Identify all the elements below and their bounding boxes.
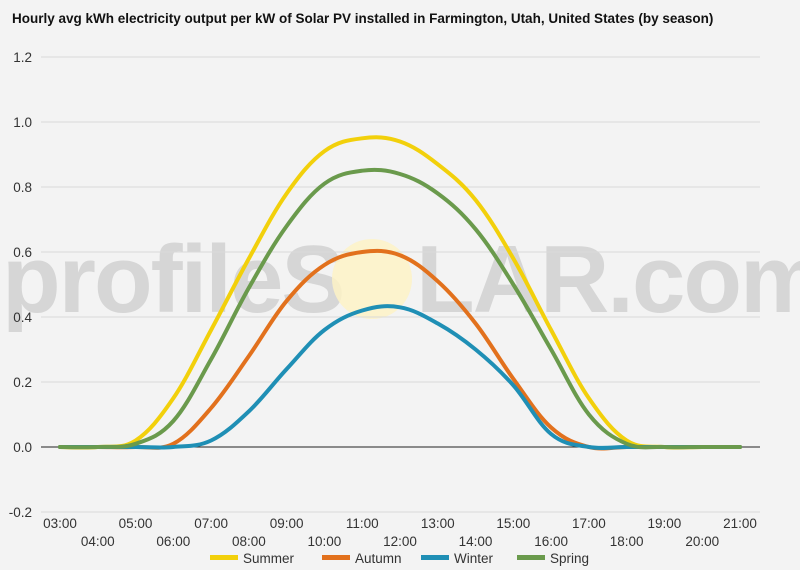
y-tick-label: 1.0 — [13, 115, 32, 130]
x-tick-label: 06:00 — [156, 534, 190, 549]
legend-swatch-winter — [421, 555, 449, 560]
series-line-spring — [58, 167, 742, 450]
x-tick-label: 09:00 — [270, 516, 304, 531]
x-tick-label: 04:00 — [81, 534, 115, 549]
x-tick-label: 19:00 — [648, 516, 682, 531]
x-tick-label: 03:00 — [43, 516, 77, 531]
y-tick-label: 0.8 — [13, 180, 32, 195]
y-tick-label: 0.2 — [13, 375, 32, 390]
y-axis-ticks: -0.2 0.0 0.2 0.4 0.6 0.8 1.0 1.2 — [9, 50, 33, 520]
watermark-right-text: LAR.com — [416, 226, 800, 333]
x-tick-label: 17:00 — [572, 516, 606, 531]
x-tick-label: 18:00 — [610, 534, 644, 549]
legend-label-winter: Winter — [454, 551, 494, 566]
watermark: profileS LAR.com — [2, 226, 800, 333]
legend-label-autumn: Autumn — [355, 551, 402, 566]
y-tick-label: 0.0 — [13, 440, 32, 455]
legend-swatch-summer — [210, 555, 238, 560]
watermark-sun-icon — [332, 239, 412, 319]
legend-label-summer: Summer — [243, 551, 295, 566]
y-tick-label: 0.4 — [13, 310, 32, 325]
legend: Summer Autumn Winter Spring — [210, 551, 589, 566]
legend-label-spring: Spring — [550, 551, 589, 566]
x-tick-label: 13:00 — [421, 516, 455, 531]
x-tick-label: 21:00 — [723, 516, 757, 531]
y-tick-label: 0.6 — [13, 245, 32, 260]
series-lines — [58, 135, 742, 451]
y-tick-label: -0.2 — [9, 505, 32, 520]
x-tick-label: 07:00 — [194, 516, 228, 531]
watermark-left-text: profileS — [2, 226, 343, 333]
y-tick-label: 1.2 — [13, 50, 32, 65]
x-tick-label: 15:00 — [496, 516, 530, 531]
series-line-summer — [58, 135, 742, 450]
x-tick-label: 05:00 — [119, 516, 153, 531]
x-tick-label: 14:00 — [459, 534, 493, 549]
series-line-winter — [58, 304, 742, 451]
chart-title: Hourly avg kWh electricity output per kW… — [12, 11, 714, 26]
x-tick-label: 11:00 — [346, 516, 379, 531]
x-tick-label: 08:00 — [232, 534, 266, 549]
x-tick-label: 12:00 — [383, 534, 417, 549]
legend-swatch-spring — [517, 555, 545, 560]
x-tick-label: 20:00 — [685, 534, 719, 549]
x-tick-label: 16:00 — [534, 534, 568, 549]
legend-swatch-autumn — [322, 555, 350, 560]
x-tick-label: 10:00 — [308, 534, 342, 549]
